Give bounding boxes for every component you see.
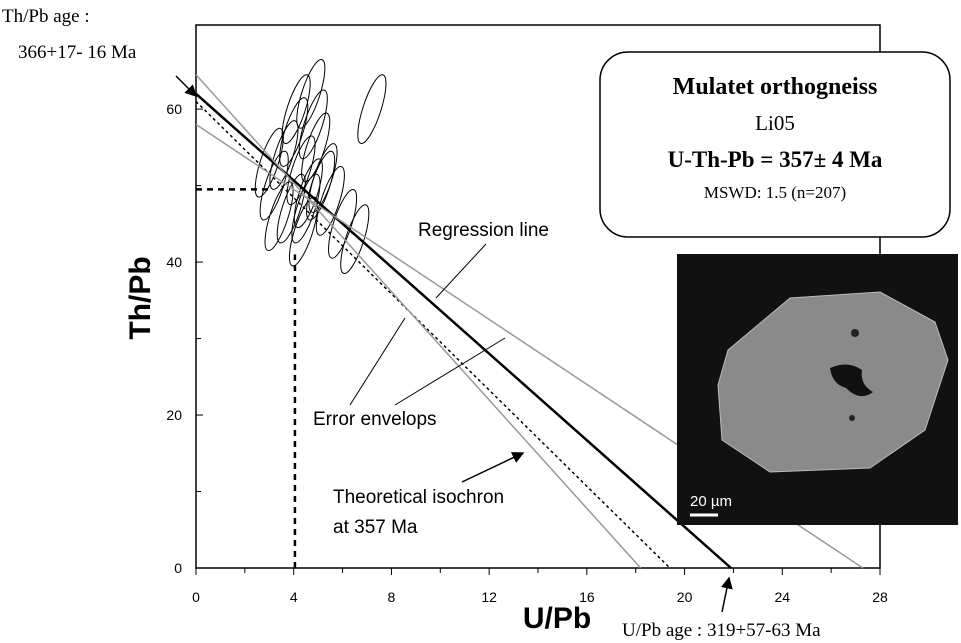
leader (349, 317, 406, 406)
error-ellipse (259, 150, 289, 221)
zircon-image: 20 µm (677, 254, 958, 525)
info-box (599, 51, 951, 238)
info-sample: Li05 (755, 111, 795, 135)
error-ellipse (296, 58, 326, 129)
x-tick-label: 28 (872, 589, 888, 605)
error-ellipse (288, 196, 319, 267)
annotation: at 357 Ma (333, 517, 418, 538)
leader (721, 576, 733, 613)
y-tick-label: 40 (166, 254, 182, 270)
y-axis-title: Th/Pb (124, 256, 157, 339)
y-tick-label: 20 (166, 407, 182, 423)
annotation: Error envelops (313, 409, 437, 430)
error-ellipse (276, 173, 306, 244)
error-ellipse (279, 97, 309, 167)
x-tick-label: 20 (677, 589, 693, 605)
annotation: U/Pb age : 319+57-63 Ma (622, 620, 821, 641)
leader (435, 243, 487, 299)
annotation: Regression line (418, 220, 549, 241)
plot-area (195, 58, 864, 569)
x-tick-label: 8 (388, 589, 396, 605)
annotation: 366+17- 16 Ma (18, 42, 137, 63)
error-ellipse (306, 150, 336, 221)
leader (394, 337, 506, 406)
error-ellipse (264, 181, 294, 252)
leader (461, 452, 525, 483)
x-tick-label: 12 (481, 589, 497, 605)
y-tick-label: 0 (174, 560, 182, 576)
annotation: Theoretical isochron (333, 487, 504, 508)
x-tick-label: 16 (579, 589, 595, 605)
info-age: U-Th-Pb = 357± 4 Ma (668, 147, 883, 172)
error-ellipse (298, 89, 328, 160)
x-tick-label: 0 (192, 589, 200, 605)
x-tick-label: 24 (774, 589, 790, 605)
x-tick-label: 4 (290, 589, 298, 605)
error-ellipse (281, 74, 311, 144)
error-ellipse (328, 188, 358, 259)
annotation: Th/Pb age : (2, 6, 90, 27)
error-ellipse (315, 166, 345, 236)
leader (175, 75, 198, 98)
error-ellipse (301, 112, 331, 183)
error-ellipse (291, 173, 321, 244)
series-line (195, 100, 671, 569)
info-title: Mulatet orthogneiss (673, 74, 878, 100)
scale-bar-label: 20 µm (690, 493, 732, 510)
info-mswd: MSWD: 1.5 (n=207) (704, 183, 846, 202)
series-line (195, 74, 642, 569)
x-axis-title: U/Pb (523, 602, 591, 635)
y-tick-label: 60 (166, 101, 182, 117)
error-ellipse (286, 135, 316, 206)
error-ellipse (357, 74, 387, 144)
